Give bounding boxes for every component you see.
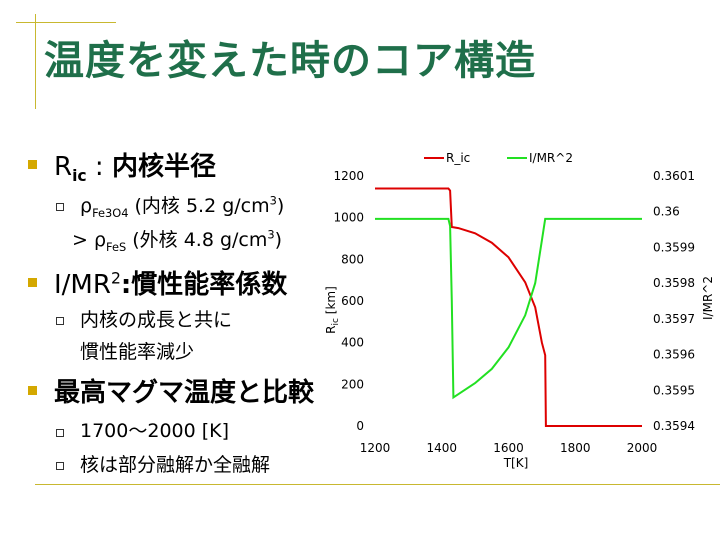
greater-than: > <box>72 229 94 251</box>
y-right-tick-label: 0.3599 <box>653 240 695 254</box>
y-left-tick-label: 0 <box>356 419 364 433</box>
y-right-tick-label: 0.3595 <box>653 383 695 397</box>
series-line <box>375 217 642 400</box>
slide-title: 温度を変えた時のコア構造 <box>44 38 536 84</box>
sub-bullet-marker <box>56 462 64 470</box>
bullet-marker <box>28 386 37 395</box>
sub-bullet-marker <box>56 203 64 211</box>
sub-bullet-marker <box>56 317 64 325</box>
exponent-3: 3 <box>267 227 275 242</box>
bullet1-colon: : <box>86 152 112 182</box>
y-left-tick-label: 1000 <box>333 211 364 225</box>
y-right-tick-label: 0.3597 <box>653 312 695 326</box>
y-right-tick-label: 0.3594 <box>653 419 695 433</box>
sub-bullet-inertia-line2: 慣性能率減少 <box>80 341 195 363</box>
y-right-tick-label: 0.3601 <box>653 169 695 183</box>
y-left-axis-label: Ric [km] <box>324 286 341 334</box>
paren-close: ) <box>276 195 285 217</box>
y-right-axis-label: I/MR^2 <box>701 276 715 320</box>
x-tick-label: 1600 <box>493 441 524 455</box>
sub-bullet-inner-density: ρFe3O4 (内核 5.2 g/cm3) <box>80 191 284 220</box>
x-axis-label: T[K] <box>503 456 529 470</box>
bullet1-subscript: ic <box>72 167 87 186</box>
sub-bullet-core-melting: 核は部分融解か全融解 <box>80 454 271 476</box>
bullet1-label: 内核半径 <box>111 152 216 182</box>
sub-bullet-marker <box>56 429 64 437</box>
decorative-rule-bottom <box>35 484 720 485</box>
series-line <box>375 187 642 427</box>
sub-bullet-inertia-line1: 内核の成長と共に <box>80 309 233 331</box>
exponent-3: 3 <box>269 193 277 208</box>
rho-symbol: ρ <box>80 195 93 217</box>
rho-subscript-fes: FeS <box>106 239 127 254</box>
y-right-tick-label: 0.3596 <box>653 348 695 362</box>
y-left-tick-label: 800 <box>341 252 364 266</box>
legend-entry: I/MR^2 <box>529 151 573 165</box>
sub-bullet-temperature-range: 1700～2000 [K] <box>80 420 230 442</box>
x-tick-label: 1200 <box>360 441 391 455</box>
bullet2-symbol: I/MR <box>54 270 111 300</box>
rho-subscript-fe3o4: Fe3O4 <box>92 205 129 220</box>
rho-symbol: ρ <box>93 229 107 251</box>
x-tick-label: 2000 <box>627 441 658 455</box>
bullet1-symbol: R <box>54 152 73 182</box>
y-right-tick-label: 0.36 <box>653 205 680 219</box>
y-left-tick-label: 600 <box>341 294 364 308</box>
y-left-tick-label: 400 <box>341 336 364 350</box>
decorative-rule-vertical <box>35 14 36 109</box>
bullet-moment-of-inertia: I/MR2:慣性能率係数 <box>54 264 287 301</box>
bullet-marker <box>28 278 37 287</box>
x-tick-label: 1400 <box>426 441 457 455</box>
x-tick-label: 1800 <box>560 441 591 455</box>
y-left-tick-label: 1200 <box>333 169 364 183</box>
bullet-marker <box>28 160 37 169</box>
y-left-tick-label: 200 <box>341 377 364 391</box>
bullet-inner-core-radius: Ric : 内核半径 <box>54 146 216 185</box>
bullet-magma-comparison: 最高マグマ温度と比較 <box>54 378 315 408</box>
bullet2-exponent: 2 <box>110 269 121 288</box>
inner-density-text: (内核 5.2 g/cm <box>128 195 270 217</box>
paren-close: ) <box>274 229 283 251</box>
legend-entry: R_ic <box>446 151 470 165</box>
bullet2-label: :慣性能率係数 <box>120 270 288 300</box>
y-right-tick-label: 0.3598 <box>653 276 695 290</box>
decorative-rule-top <box>16 22 116 23</box>
sub-bullet-outer-density: > ρFeS (外核 4.8 g/cm3) <box>72 225 282 254</box>
outer-density-text: (外核 4.8 g/cm <box>126 229 268 251</box>
